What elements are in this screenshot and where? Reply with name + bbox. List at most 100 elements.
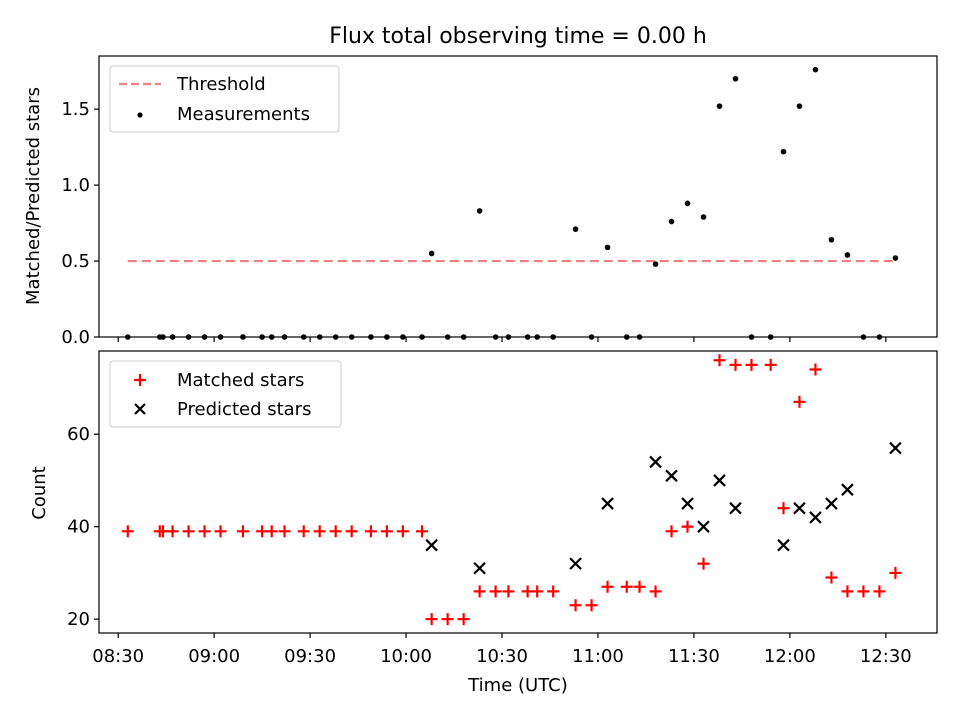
measurement-point xyxy=(160,334,166,340)
matched-star-point xyxy=(364,525,377,538)
measurement-point xyxy=(588,334,595,340)
bottom-legend: Matched stars Predicted stars xyxy=(109,360,342,428)
matched-star-point xyxy=(329,525,342,538)
measurement-point xyxy=(444,334,451,340)
predicted-star-point xyxy=(697,520,710,533)
measurement-point xyxy=(844,252,851,258)
matched-star-point xyxy=(793,395,806,408)
predicted-star-point xyxy=(425,538,438,552)
matched-star-point xyxy=(889,566,902,579)
bottom-plot-marks xyxy=(121,354,902,626)
bottom-x-tick-label: 11:00 xyxy=(572,646,624,667)
matched-star-point xyxy=(745,358,758,371)
legend-matched-label: Matched stars xyxy=(177,370,304,391)
bottom-x-axis: 08:30 09:00 09:30 10:00 10:30 11:00 11:30 12:00… xyxy=(92,633,912,667)
predicted-star-point xyxy=(889,441,902,455)
matched-star-point xyxy=(457,613,470,626)
top-y-tick-label: 1.0 xyxy=(61,175,90,196)
measurement-point xyxy=(716,103,723,109)
matched-star-point xyxy=(345,525,358,538)
matched-star-point xyxy=(547,585,560,598)
matched-star-point xyxy=(396,525,409,538)
measurement-point xyxy=(876,334,883,340)
matched-star-point xyxy=(681,520,694,533)
measurement-point xyxy=(623,334,630,340)
bottom-x-tick-label: 12:30 xyxy=(860,646,912,667)
bottom-y-axis: 20 40 60 xyxy=(67,424,99,630)
measurement-point xyxy=(169,334,176,340)
matched-star-point xyxy=(265,525,278,538)
predicted-star-point xyxy=(569,557,582,570)
matched-star-point xyxy=(441,613,454,626)
measurement-point xyxy=(828,236,835,243)
measurement-point xyxy=(505,334,512,340)
measurement-point xyxy=(332,334,339,340)
top-y-tick-label: 0.0 xyxy=(61,327,90,348)
measurement-point xyxy=(316,334,323,340)
matched-star-point xyxy=(857,585,870,598)
top-plot-marks xyxy=(124,66,899,340)
measurement-point xyxy=(268,334,275,340)
matched-star-point xyxy=(713,354,726,367)
bottom-x-tick-label: 12:00 xyxy=(764,646,816,667)
top-y-axis-label: Matched/Predicted stars xyxy=(23,87,44,305)
matched-star-point xyxy=(697,557,710,570)
bottom-y-axis-label: Count xyxy=(29,466,50,519)
measurement-point xyxy=(124,334,131,340)
measurement-point xyxy=(201,334,208,340)
measurement-point xyxy=(348,334,355,340)
top-legend: Threshold Measurements xyxy=(109,65,340,133)
matched-star-point xyxy=(198,525,211,538)
measurement-point xyxy=(652,261,659,267)
bottom-x-tick-label: 10:30 xyxy=(476,646,528,667)
matched-star-point xyxy=(313,525,326,538)
matched-star-point xyxy=(531,585,544,598)
predicted-star-point xyxy=(665,469,678,483)
matched-star-point xyxy=(297,525,310,538)
matched-star-point xyxy=(121,525,134,538)
measurement-point xyxy=(684,200,691,207)
matched-star-point xyxy=(633,580,646,593)
matched-star-point xyxy=(620,580,633,593)
matched-star-point xyxy=(601,580,614,593)
predicted-star-point xyxy=(777,538,790,552)
measurement-point xyxy=(700,214,707,220)
predicted-star-point xyxy=(825,497,838,510)
measurement-point xyxy=(492,334,499,340)
measurement-point xyxy=(259,334,265,340)
top-x-axis xyxy=(117,337,887,342)
matched-star-point xyxy=(649,585,662,598)
matched-star-point xyxy=(841,585,854,598)
bottom-x-tick-label: 08:30 xyxy=(92,646,144,667)
predicted-star-point xyxy=(793,501,806,515)
chart-title: Flux total observing time = 0.00 h xyxy=(329,24,707,49)
measurement-point xyxy=(550,334,556,340)
top-y-tick-label: 0.5 xyxy=(61,251,90,272)
measurement-point xyxy=(812,66,819,73)
matched-star-point xyxy=(764,358,777,371)
predicted-star-point xyxy=(809,511,822,524)
top-panel: 0.0 0.5 1.0 1.5 Matched/Predicted stars Thr… xyxy=(23,55,938,348)
measurement-point xyxy=(217,334,224,340)
legend-matched-swatch xyxy=(134,374,146,386)
measurement-point xyxy=(185,334,192,340)
x-axis-label: Time (UTC) xyxy=(467,675,568,696)
top-legend-box xyxy=(109,65,340,133)
measurement-point xyxy=(767,334,774,340)
matched-star-point xyxy=(825,571,838,584)
matched-star-point xyxy=(502,585,515,598)
matched-star-point xyxy=(425,613,438,626)
matched-star-point xyxy=(214,525,227,538)
predicted-star-point xyxy=(649,455,662,469)
matched-star-point xyxy=(873,585,886,598)
measurement-point xyxy=(476,208,483,214)
bottom-x-tick-label: 09:30 xyxy=(284,646,336,667)
legend-predicted-label: Predicted stars xyxy=(177,399,311,420)
measurement-point xyxy=(604,244,611,251)
matched-star-point xyxy=(473,585,486,598)
bottom-panel: 20 40 60 08:30 09:00 09:30 10:00 10:30 11:00 11:… xyxy=(29,350,938,667)
top-y-axis: 0.0 0.5 1.0 1.5 xyxy=(61,99,99,348)
bottom-y-tick-label: 20 xyxy=(67,609,90,630)
measurement-point xyxy=(524,334,531,340)
